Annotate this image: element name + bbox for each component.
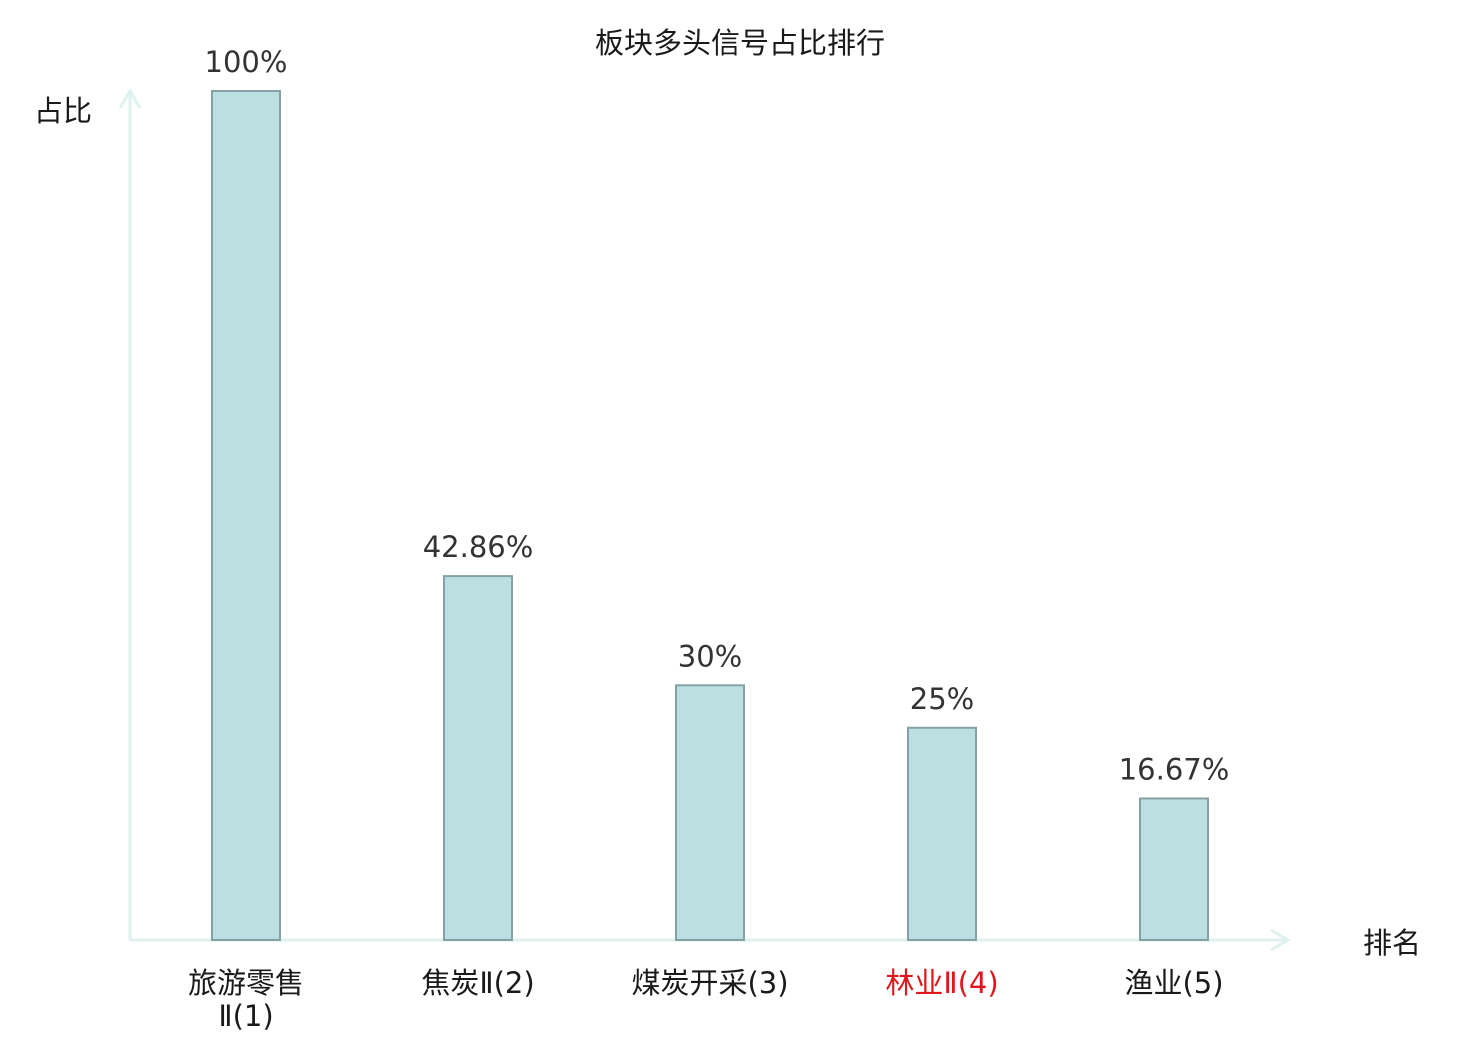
category-label-4: 林业Ⅱ(4) [885, 966, 998, 1000]
category-label-1-line-1: 旅游零售 [188, 966, 304, 1000]
value-label-5: 16.67% [1119, 752, 1230, 786]
category-label-3: 煤炭开采(3) [631, 966, 788, 1000]
x-axis-arrow [1270, 928, 1291, 952]
bar-3 [675, 684, 745, 941]
y-axis-arrow [118, 88, 142, 109]
bars-group [211, 90, 1209, 941]
category-label-1-line-2: Ⅱ(1) [218, 999, 273, 1033]
value-label-2: 42.86% [423, 530, 534, 564]
bar-2 [443, 575, 513, 941]
category-label-5: 渔业(5) [1124, 966, 1223, 1000]
bar-1 [211, 90, 281, 941]
value-label-4: 25% [910, 682, 974, 716]
value-label-1: 100% [205, 45, 288, 79]
category-label-2: 焦炭Ⅱ(2) [421, 966, 534, 1000]
bar-5 [1139, 797, 1209, 941]
chart-title: 板块多头信号占比排行 [595, 26, 885, 60]
bar-4 [907, 726, 977, 941]
value-label-3: 30% [678, 639, 742, 673]
x-axis-label: 排名 [1363, 926, 1421, 960]
y-axis-label: 占比 [34, 94, 92, 128]
y-axis [118, 88, 142, 940]
value-labels-group: 100% 42.86% 30% 25% 16.67% [205, 45, 1230, 786]
